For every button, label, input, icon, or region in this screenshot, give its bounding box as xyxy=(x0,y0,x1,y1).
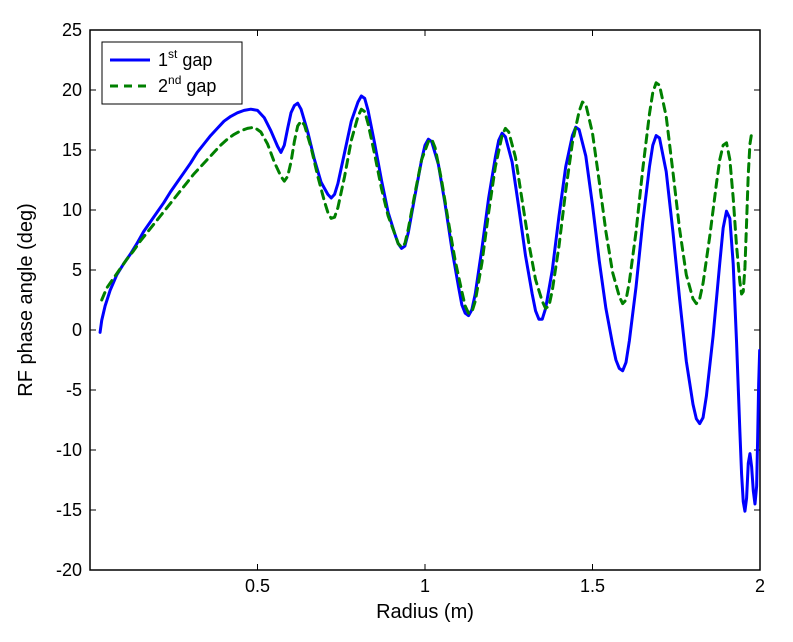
plot-border xyxy=(90,30,760,570)
y-tick-label: 15 xyxy=(62,140,82,160)
y-tick-label: -10 xyxy=(56,440,82,460)
x-tick-label: 0.5 xyxy=(245,576,270,596)
legend-label: 1st gap xyxy=(158,47,212,70)
y-tick-label: -15 xyxy=(56,500,82,520)
y-tick-label: 25 xyxy=(62,20,82,40)
x-tick-label: 1.5 xyxy=(580,576,605,596)
y-tick-label: 0 xyxy=(72,320,82,340)
y-tick-label: -5 xyxy=(66,380,82,400)
chart-container: 0.5 1 1.5 2 -20 -15 -10 -5 0 5 10 15 20 25 Radius (m) R… xyxy=(0,0,793,642)
rf-phase-chart: 0.5 1 1.5 2 -20 -15 -10 -5 0 5 10 15 20 25 Radius (m) R… xyxy=(0,0,793,642)
legend-label: 2nd gap xyxy=(158,73,216,96)
y-tick-label: 20 xyxy=(62,80,82,100)
x-tick-label: 2 xyxy=(755,576,765,596)
y-axis-label: RF phase angle (deg) xyxy=(15,203,37,396)
y-tick-label: -20 xyxy=(56,560,82,580)
x-axis-label: Radius (m) xyxy=(376,601,474,623)
x-tick-label: 1 xyxy=(420,576,430,596)
y-tick-label: 5 xyxy=(72,260,82,280)
y-tick-label: 10 xyxy=(62,200,82,220)
